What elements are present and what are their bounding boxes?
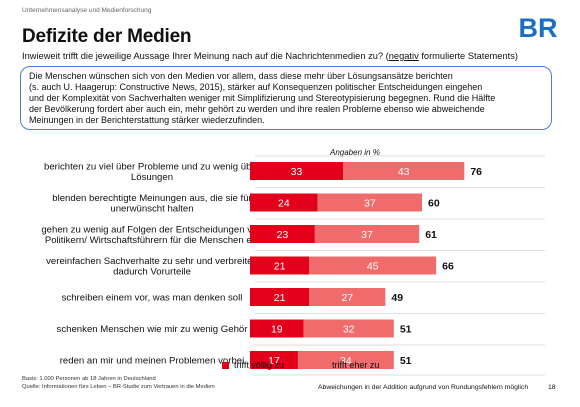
bar-value-label: 27 xyxy=(341,292,353,304)
bar-value-label: 32 xyxy=(343,324,355,336)
bar-segment-2 xyxy=(309,256,437,275)
bar-value-label: 37 xyxy=(364,198,376,210)
bar-segment-1 xyxy=(250,225,315,243)
footer-quelle: Quelle: Informationen fürs Leben – BR-St… xyxy=(22,383,215,390)
bar-value-label: 17 xyxy=(268,355,280,367)
legend-label-series-2: trifft eher zu xyxy=(332,360,380,370)
category-label: vereinfachen Sachverhalte zu sehr und ve… xyxy=(46,256,258,267)
footer-rounding-note: Abweichungen in der Addition aufgrund vo… xyxy=(318,384,529,391)
bar-value-label: 24 xyxy=(278,198,290,210)
page-title: Defizite der Medien xyxy=(22,26,192,47)
bar-value-label: 37 xyxy=(361,229,373,241)
bar-total-label: 61 xyxy=(425,229,437,241)
category-label: dadurch Vorurteile xyxy=(113,266,191,277)
subtitle-post: formulierte Statements) xyxy=(418,51,518,61)
bar-segment-1 xyxy=(250,288,310,306)
category-label: schenken Menschen wie mir zu wenig Gehör xyxy=(57,324,249,335)
info-line: und der Komplexität von Sachverhalten we… xyxy=(29,93,496,103)
bar-value-label: 33 xyxy=(291,166,303,178)
bar-total-label: 51 xyxy=(400,355,412,367)
bar-segment-1 xyxy=(250,162,344,180)
bar-total-label: 66 xyxy=(442,261,454,273)
footer-source: Basis: 1.000 Personen ab 18 Jahren in De… xyxy=(22,376,215,391)
legend-swatch-series-1 xyxy=(222,361,229,369)
footer-basis: Basis: 1.000 Personen ab 18 Jahren in De… xyxy=(22,376,156,382)
bar-segment-1 xyxy=(250,256,310,275)
bar-value-label: 45 xyxy=(367,261,379,273)
legend-swatch-series-2 xyxy=(320,361,327,369)
info-line: der Bevölkerung fordert aber auch ein, m… xyxy=(29,104,485,114)
category-label: schreiben einem vor, was man denken soll xyxy=(62,293,243,304)
bar-segment-2 xyxy=(314,225,420,243)
page-number: 18 xyxy=(548,384,556,391)
department-label: Unternehmensanalyse und Medienforschung xyxy=(22,7,152,14)
bar-segment-2 xyxy=(343,162,465,180)
page-subtitle: Inwieweit trifft die jeweilige Aussage I… xyxy=(22,51,518,61)
category-label: blenden berechtigte Meinungen aus, die s… xyxy=(52,193,252,204)
bar-total-label: 76 xyxy=(470,166,482,178)
bar-segment-2 xyxy=(317,193,423,212)
br-logo: BR xyxy=(519,13,558,42)
subtitle-pre: Inwieweit trifft die jeweilige Aussage I… xyxy=(22,51,389,61)
category-label: reden an mir und meinen Problemen vorbei xyxy=(60,356,245,367)
category-label: unerwünscht halten xyxy=(110,203,193,214)
bar-total-label: 51 xyxy=(400,324,412,336)
legend-item-series-2: trifft eher zu xyxy=(320,360,379,370)
category-label: gehen zu wenig auf Folgen der Entscheidu… xyxy=(41,224,262,235)
bar-segment-2 xyxy=(309,288,386,306)
bar-value-label: 19 xyxy=(271,324,283,336)
bar-segment-1 xyxy=(250,193,318,212)
unit-label: Angaben in % xyxy=(330,148,380,157)
bar-segment-1 xyxy=(250,319,304,338)
legend-item-series-1: trifft völlig zu xyxy=(222,360,284,370)
info-line: Meinungen in der Berichterstattung stärk… xyxy=(29,115,265,125)
bar-segment-2 xyxy=(303,319,394,338)
bar-value-label: 43 xyxy=(398,166,410,178)
subtitle-underlined: negativ xyxy=(388,51,419,61)
category-label: berichten zu viel über Probleme und zu w… xyxy=(44,161,261,172)
bar-value-label: 21 xyxy=(274,261,286,273)
category-label: Lösungen xyxy=(131,172,173,183)
bar-value-label: 34 xyxy=(340,355,352,367)
info-line: Die Menschen wünschen sich von den Medie… xyxy=(29,71,453,81)
info-line: (s. auch U. Haagerup: Constructive News,… xyxy=(29,82,483,92)
legend-label-series-1: trifft völlig zu xyxy=(234,360,284,370)
bar-segment-1 xyxy=(250,351,298,369)
category-label: Politikern/ Wirtschaftsführern für die M… xyxy=(45,235,259,246)
info-box: Die Menschen wünschen sich von den Medie… xyxy=(20,66,552,130)
bar-value-label: 21 xyxy=(274,292,286,304)
bar-total-label: 60 xyxy=(428,198,440,210)
bar-value-label: 23 xyxy=(277,229,289,241)
br-logo-text: BR xyxy=(519,13,558,42)
bar-total-label: 49 xyxy=(391,292,403,304)
